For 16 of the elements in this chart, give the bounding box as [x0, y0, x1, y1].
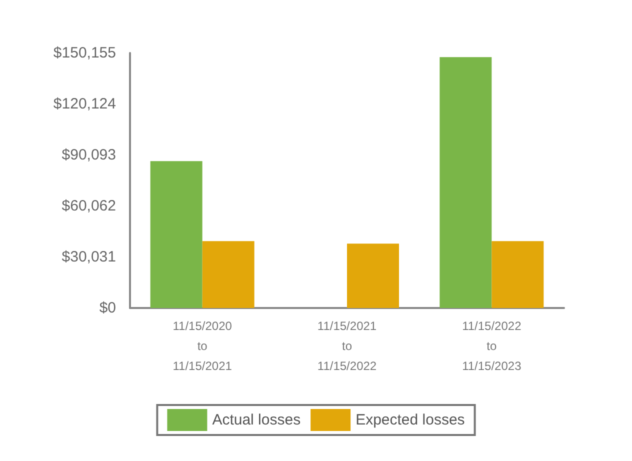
- y-tick-label: $60,062: [62, 198, 116, 214]
- bar: [440, 57, 492, 308]
- x-tick-label: 11/15/2021 to 11/15/2022: [317, 319, 377, 373]
- legend-label: Expected losses: [356, 412, 465, 428]
- bar: [347, 244, 399, 308]
- y-tick-label: $30,031: [62, 248, 116, 266]
- y-tick-label: $0: [99, 300, 116, 316]
- bar: [202, 241, 254, 308]
- y-tick-label: $90,093: [62, 146, 116, 164]
- legend-label: Actual losses: [212, 412, 301, 428]
- y-tick-label: $120,124: [53, 96, 116, 112]
- bar: [150, 161, 202, 308]
- bar: [492, 241, 544, 308]
- x-tick-label: 11/15/2022 to 11/15/2023: [462, 319, 522, 373]
- x-tick-label: 11/15/2020 to 11/15/2021: [172, 319, 232, 373]
- y-tick-label: $150,155: [53, 44, 116, 62]
